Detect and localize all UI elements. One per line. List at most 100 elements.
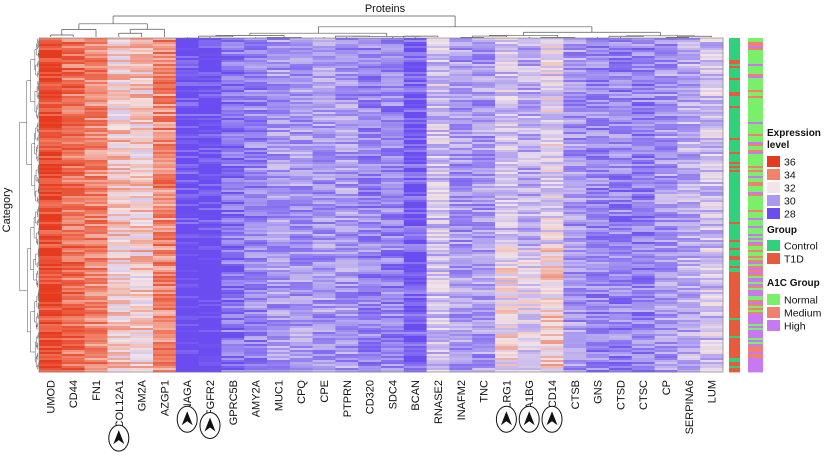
heatmap-cell [39, 298, 63, 301]
heatmap-cell [609, 242, 633, 245]
heatmap-cell [426, 178, 450, 181]
heatmap-cell [130, 184, 154, 187]
heatmap-cell [677, 326, 701, 329]
heatmap-cell [221, 174, 245, 177]
heatmap-cell [540, 58, 564, 61]
heatmap-cell [609, 178, 633, 181]
heatmap-cell [130, 130, 154, 133]
heatmap-cell [267, 236, 291, 239]
heatmap-cell [358, 172, 382, 175]
heatmap-cell [312, 162, 336, 165]
heatmap-cell [175, 230, 199, 233]
heatmap-cell [39, 250, 63, 253]
heatmap-cell [107, 216, 131, 219]
heatmap-cell [61, 46, 85, 49]
heatmap-cell [654, 138, 678, 141]
heatmap-cell [107, 54, 131, 57]
heatmap-cell [540, 252, 564, 255]
heatmap-cell [221, 298, 245, 301]
heatmap-cell [631, 332, 655, 335]
heatmap-cell [609, 180, 633, 183]
heatmap-cell [175, 290, 199, 293]
heatmap-cell [631, 326, 655, 329]
heatmap-cell [540, 296, 564, 299]
heatmap-cell [221, 156, 245, 159]
heatmap-cell [289, 308, 313, 311]
heatmap-cell [107, 332, 131, 335]
heatmap-cell [267, 196, 291, 199]
heatmap-cell [381, 324, 405, 327]
heatmap-cell [61, 126, 85, 129]
heatmap-cell [289, 72, 313, 75]
heatmap-cell [289, 326, 313, 329]
heatmap-cell [335, 170, 359, 173]
heatmap-cell [540, 290, 564, 293]
heatmap-cell [198, 328, 222, 331]
heatmap-cell [472, 258, 496, 261]
heatmap-cell [381, 98, 405, 101]
heatmap-cell [312, 194, 336, 197]
heatmap-cell [700, 90, 724, 93]
heatmap-cell [700, 164, 724, 167]
heatmap-cell [289, 158, 313, 161]
heatmap-cell [654, 40, 678, 43]
heatmap-cell [312, 250, 336, 253]
heatmap-cell [563, 216, 587, 219]
heatmap-cell [381, 226, 405, 229]
heatmap-cell [381, 312, 405, 315]
heatmap-cell [472, 140, 496, 143]
heatmap-cell [267, 238, 291, 241]
heatmap-cell [130, 338, 154, 341]
heatmap-cell [381, 304, 405, 307]
heatmap-cell [563, 94, 587, 97]
heatmap-cell [175, 54, 199, 57]
heatmap-cell [631, 146, 655, 149]
heatmap-cell [312, 92, 336, 95]
heatmap-cell [39, 324, 63, 327]
heatmap-cell [335, 338, 359, 341]
heatmap-cell [540, 234, 564, 237]
heatmap-cell [472, 100, 496, 103]
heatmap-cell [267, 198, 291, 201]
heatmap-cell [61, 254, 85, 257]
heatmap-cell [198, 72, 222, 75]
heatmap-cell [312, 182, 336, 185]
heatmap-cell [381, 104, 405, 107]
heatmap-cell [84, 304, 108, 307]
heatmap-cell [289, 112, 313, 115]
heatmap-cell [517, 194, 541, 197]
heatmap-cell [358, 156, 382, 159]
heatmap-cell [540, 132, 564, 135]
heatmap-cell [84, 298, 108, 301]
heatmap-cell [61, 310, 85, 313]
heatmap-cell [289, 124, 313, 127]
heatmap-cell [289, 160, 313, 163]
heatmap-cell [563, 288, 587, 291]
heatmap-cell [677, 292, 701, 295]
heatmap-cell [495, 148, 519, 151]
heatmap-cell [198, 120, 222, 123]
heatmap-cell [130, 48, 154, 51]
heatmap-cell [700, 254, 724, 257]
heatmap-cell [39, 182, 63, 185]
heatmap-cell [540, 98, 564, 101]
heatmap-cell [130, 100, 154, 103]
heatmap-cell [198, 244, 222, 247]
heatmap-cell [267, 248, 291, 251]
heatmap-cell [312, 288, 336, 291]
heatmap-cell [130, 234, 154, 237]
heatmap-cell [267, 204, 291, 207]
heatmap-cell [61, 54, 85, 57]
heatmap-cell [244, 248, 268, 251]
heatmap-cell [175, 106, 199, 109]
heatmap-cell [312, 326, 336, 329]
heatmap-cell [84, 58, 108, 61]
heatmap-cell [677, 178, 701, 181]
heatmap-cell [175, 158, 199, 161]
heatmap-cell [244, 194, 268, 197]
heatmap-cell [609, 182, 633, 185]
heatmap-cell [107, 270, 131, 273]
heatmap-cell [84, 310, 108, 313]
heatmap-cell [426, 122, 450, 125]
heatmap-cell [677, 256, 701, 259]
